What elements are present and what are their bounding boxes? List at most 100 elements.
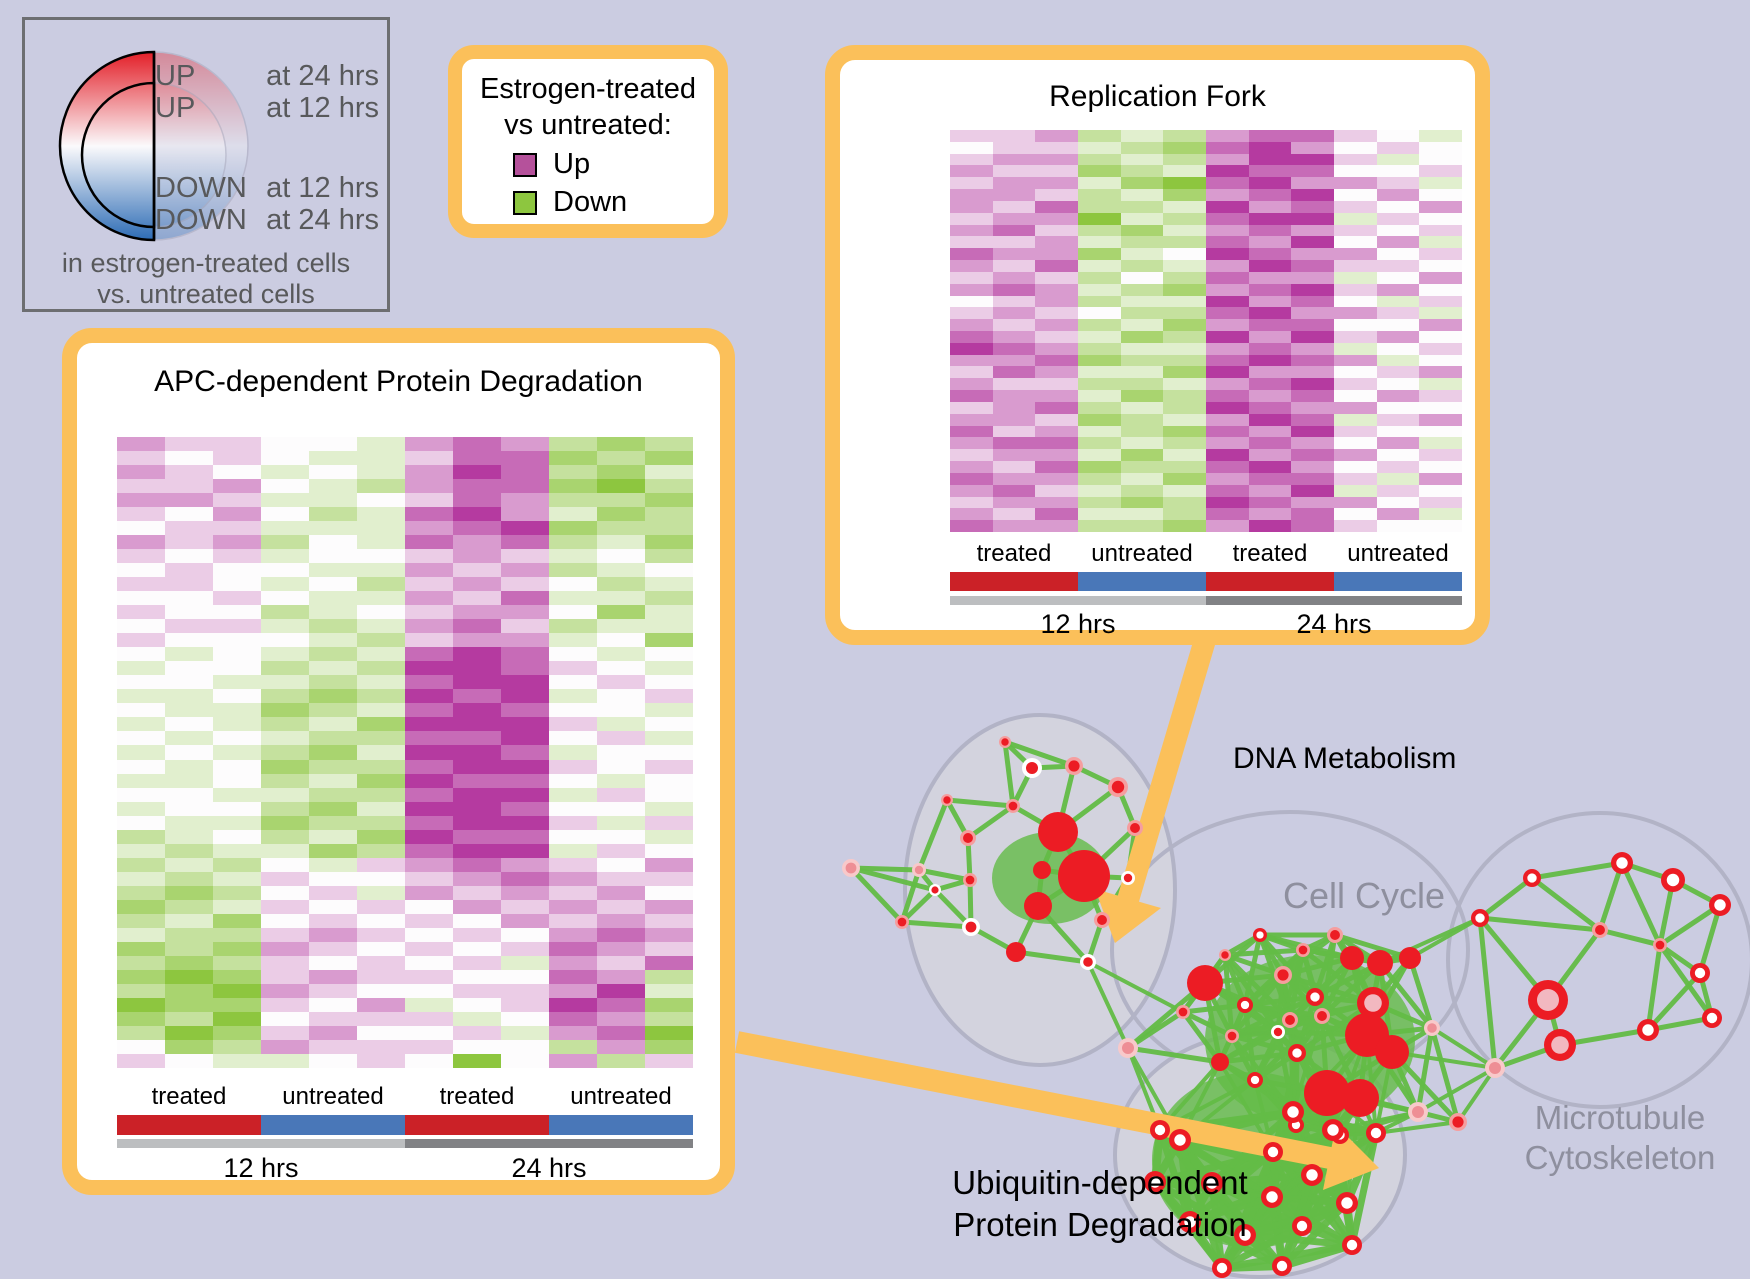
heatmap-cell (1334, 200, 1377, 213)
heatmap-cell (1035, 437, 1078, 450)
network-edge (1370, 955, 1413, 1006)
heatmap-cell (261, 633, 309, 648)
heatmap-cell (261, 745, 309, 760)
heatmap-cell (992, 520, 1036, 532)
heatmap-cell (453, 437, 501, 452)
heatmap-cell (165, 689, 213, 704)
heatmap-cell (1163, 153, 1206, 166)
heatmap-cell (597, 577, 645, 592)
heatmap-cell (1248, 508, 1292, 521)
rf-condition-labels: treated untreated treated untreated (950, 540, 1462, 568)
heatmap-cell (1078, 496, 1121, 509)
heatmap-cell (261, 801, 309, 816)
network-edge (1002, 739, 1016, 809)
heatmap-cell (405, 633, 453, 648)
heatmap-cell (1419, 508, 1462, 521)
network-edge (968, 924, 1019, 955)
heatmap-cell (1419, 153, 1462, 166)
heatmap-cell (405, 759, 453, 774)
network-edge (1271, 1091, 1329, 1154)
heatmap-cell (453, 591, 501, 606)
heatmap-cell (1248, 236, 1292, 249)
apc-bar-treated-24 (405, 1115, 549, 1135)
network-edge (1325, 1091, 1378, 1135)
heatmap-cell (1163, 342, 1206, 355)
heatmap-cell (1419, 248, 1462, 261)
heatmap-cell (357, 1039, 405, 1054)
network-edge (1324, 1090, 1363, 1101)
heatmap-cell (1163, 212, 1206, 225)
network-node (1537, 989, 1559, 1011)
network-edge (1013, 903, 1041, 955)
network-edge (1645, 970, 1703, 1033)
heatmap-cell (1248, 307, 1292, 320)
heatmap-cell (117, 969, 165, 984)
heatmap-cell (1163, 271, 1206, 284)
network-node (1408, 1102, 1428, 1122)
heatmap-cell (165, 661, 213, 676)
network-edge (1180, 1009, 1223, 1065)
heatmap-cell (453, 1039, 501, 1054)
heatmap-cell (1419, 354, 1462, 367)
heatmap-cell (501, 857, 549, 872)
network-node (1340, 946, 1364, 970)
heatmap-cell (1206, 248, 1249, 261)
network-edge (1253, 1078, 1335, 1132)
network-edge (1294, 1123, 1349, 1205)
heatmap-cell (1376, 212, 1420, 225)
network-edge (1319, 1013, 1370, 1038)
heatmap-cell (309, 619, 357, 634)
heatmap-cell (597, 535, 645, 550)
network-node (1489, 1062, 1501, 1074)
heatmap-cell (117, 745, 165, 760)
heatmap-cell (1206, 130, 1249, 142)
heatmap-cell (309, 801, 357, 816)
heatmap-cell (453, 451, 501, 466)
network-edge (1291, 1091, 1329, 1114)
network-node (1292, 1216, 1312, 1236)
network-edge (1270, 1123, 1298, 1199)
heatmap-cell (213, 969, 261, 984)
network-node (1212, 1258, 1232, 1278)
heatmap-cell (309, 927, 357, 942)
heatmap-cell (357, 927, 405, 942)
heatmap-cell (1376, 390, 1420, 402)
network-node (1336, 1192, 1358, 1214)
network-node (1288, 1044, 1306, 1062)
heatmap-cell (117, 703, 165, 718)
network-edge (899, 887, 938, 925)
network-edge (1242, 947, 1306, 1008)
network-edge (1202, 932, 1263, 986)
heatmap-cell (453, 801, 501, 816)
heatmap-cell (261, 619, 309, 634)
heatmap-cell (117, 1053, 165, 1068)
heatmap-cell (213, 913, 261, 928)
heatmap-cell (165, 647, 213, 662)
network-node (1127, 820, 1143, 836)
heatmap-cell (1163, 141, 1206, 154)
heatmap-cell (1376, 153, 1420, 166)
heatmap-cell (309, 829, 357, 844)
heatmap-cell (1376, 165, 1420, 178)
network-node (1694, 967, 1706, 979)
network-edge (1287, 947, 1306, 1023)
network-node (1331, 1126, 1349, 1144)
heatmap-cell (309, 941, 357, 956)
heatmap-cell (1376, 413, 1420, 426)
heatmap-cell (597, 563, 645, 578)
network-edge (1222, 952, 1293, 1023)
heatmap-cell (1376, 437, 1420, 450)
network-edge (1242, 994, 1318, 1008)
network-edge (1287, 1017, 1330, 1096)
heatmap-cell (165, 493, 213, 508)
network-node (897, 917, 907, 927)
network-edge (1374, 1120, 1460, 1135)
network-node (1637, 1019, 1659, 1041)
heatmap-cell (165, 549, 213, 564)
heatmap-cell (165, 941, 213, 956)
heatmap-cell (213, 787, 261, 802)
rf-cond-untreated-12: untreated (1091, 540, 1193, 567)
network-edge (1287, 1000, 1376, 1023)
heatmap-cell (213, 437, 261, 452)
heatmap-cell (453, 633, 501, 648)
